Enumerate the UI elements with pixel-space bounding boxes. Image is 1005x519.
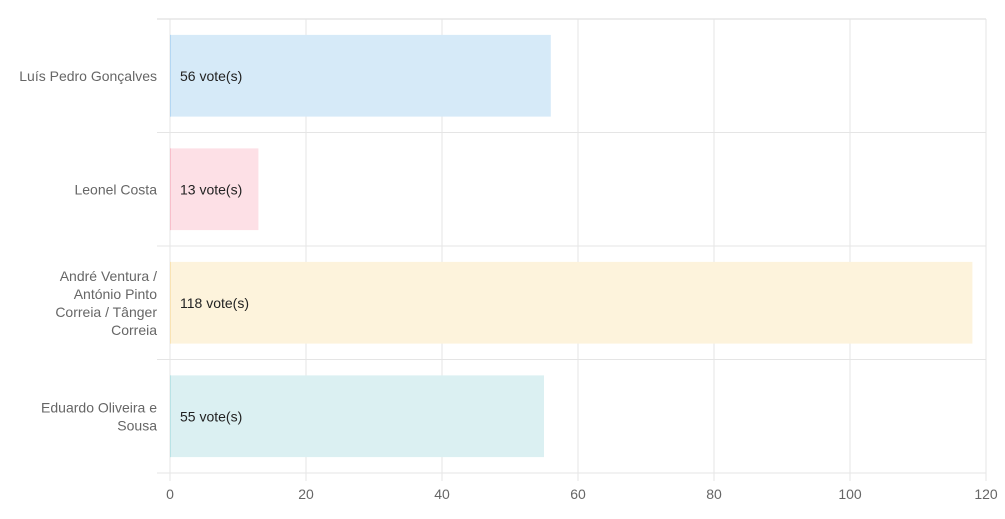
bar[interactable] [170,148,259,231]
bar-data-label: 55 vote(s) [180,408,242,424]
category-label-line: Eduardo Oliveira e [41,399,157,415]
category-label-line: Correia / Tânger [55,304,157,320]
bar-data-label: 118 vote(s) [180,295,249,311]
category-label-line: André Ventura / [60,268,157,284]
bar[interactable] [170,375,544,458]
x-tick-label: 20 [298,486,314,502]
bar-data-label: 56 vote(s) [180,68,242,84]
x-tick-label: 100 [838,486,862,502]
x-tick-label: 0 [166,486,174,502]
bar[interactable] [170,261,973,344]
bars: 56 vote(s) 13 vote(s) 118 vote(s) 55 vote(s… [170,34,973,458]
x-tick-label: 60 [570,486,586,502]
bar-data-label: 13 vote(s) [180,181,242,197]
x-tick-label: 40 [434,486,450,502]
x-tick-label: 80 [706,486,722,502]
category-label: Eduardo Oliveira e Sousa [41,399,157,433]
x-axis-ticks: 0 20 40 60 80 100 120 [166,486,998,502]
bar[interactable] [170,34,551,117]
category-label: André Ventura / António Pinto Correia / Tâ… [55,268,157,338]
category-label-line: Correia [111,322,157,338]
category-label-line: Leonel Costa [74,181,157,197]
category-label-line: Luís Pedro Gonçalves [19,68,157,84]
category-label: Leonel Costa [74,181,157,197]
x-tick-label: 120 [974,486,998,502]
category-label-line: Sousa [117,417,157,433]
category-labels: Luís Pedro Gonçalves Leonel Costa André Ve… [19,68,157,434]
category-label-line: António Pinto [74,286,157,302]
category-label: Luís Pedro Gonçalves [19,68,157,84]
